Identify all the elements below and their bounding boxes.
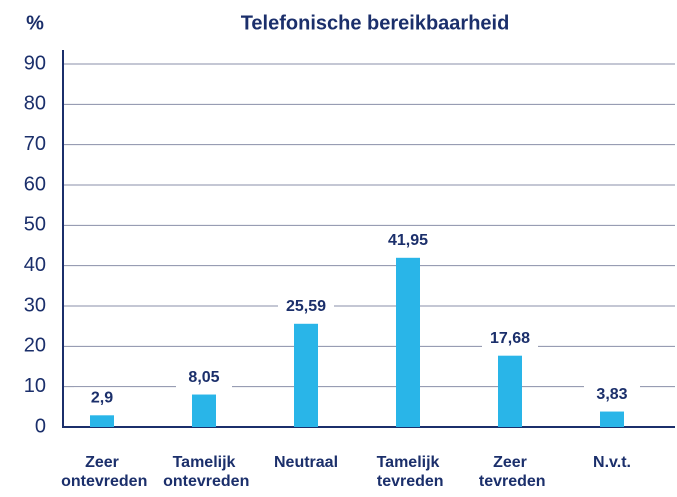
y-tick-label: 70 [24, 133, 46, 155]
bar [396, 257, 420, 427]
y-tick-label: 60 [24, 173, 46, 195]
x-tick-label: Tamelijk tevreden [372, 454, 443, 490]
value-label: 41,95 [388, 232, 428, 249]
y-tick-label: 50 [24, 214, 46, 236]
bar [90, 415, 114, 427]
y-tick-label: 0 [35, 415, 46, 437]
value-label-bg [380, 229, 436, 252]
y-tick-label: 20 [24, 335, 46, 357]
value-label: 2,9 [91, 390, 113, 407]
bar [498, 355, 522, 427]
x-tick-label: Tamelijk ontevreden [159, 454, 250, 490]
value-label-bg [482, 327, 538, 350]
chart-title: Telefonische bereikbaarheid [241, 12, 510, 34]
value-label: 25,59 [286, 298, 326, 315]
x-tick-label: N.v.t. [593, 454, 631, 471]
y-tick-label: 10 [24, 375, 46, 397]
bar [192, 394, 216, 427]
x-tick-label: Zeer tevreden [474, 454, 545, 490]
y-tick-label: 30 [24, 294, 46, 316]
value-label-bg [584, 383, 640, 406]
value-label-bg [74, 387, 130, 410]
x-tick-label: Zeer ontevreden [57, 454, 148, 490]
value-label: 8,05 [188, 369, 219, 386]
value-label: 3,83 [596, 386, 627, 403]
x-tick-label: Neutraal [274, 454, 338, 471]
y-tick-label: 40 [24, 254, 46, 276]
y-axis-label: % [26, 12, 44, 34]
y-tick-label: 80 [24, 93, 46, 115]
value-label-bg [278, 295, 334, 318]
y-tick-label: 90 [24, 52, 46, 74]
value-label: 17,68 [490, 330, 530, 347]
bar [600, 411, 624, 427]
value-label-bg [176, 366, 232, 389]
bar [294, 323, 318, 427]
